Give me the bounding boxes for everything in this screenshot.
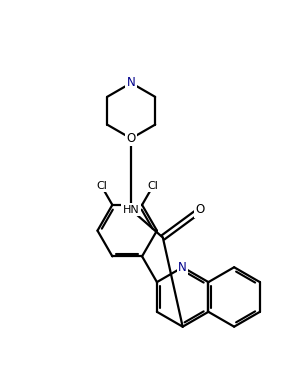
Text: N: N <box>127 76 135 89</box>
Text: O: O <box>127 132 136 145</box>
Text: HN: HN <box>123 205 140 215</box>
Text: Cl: Cl <box>96 181 107 191</box>
Text: O: O <box>196 203 205 216</box>
Text: Cl: Cl <box>148 181 158 191</box>
Text: N: N <box>178 261 187 274</box>
